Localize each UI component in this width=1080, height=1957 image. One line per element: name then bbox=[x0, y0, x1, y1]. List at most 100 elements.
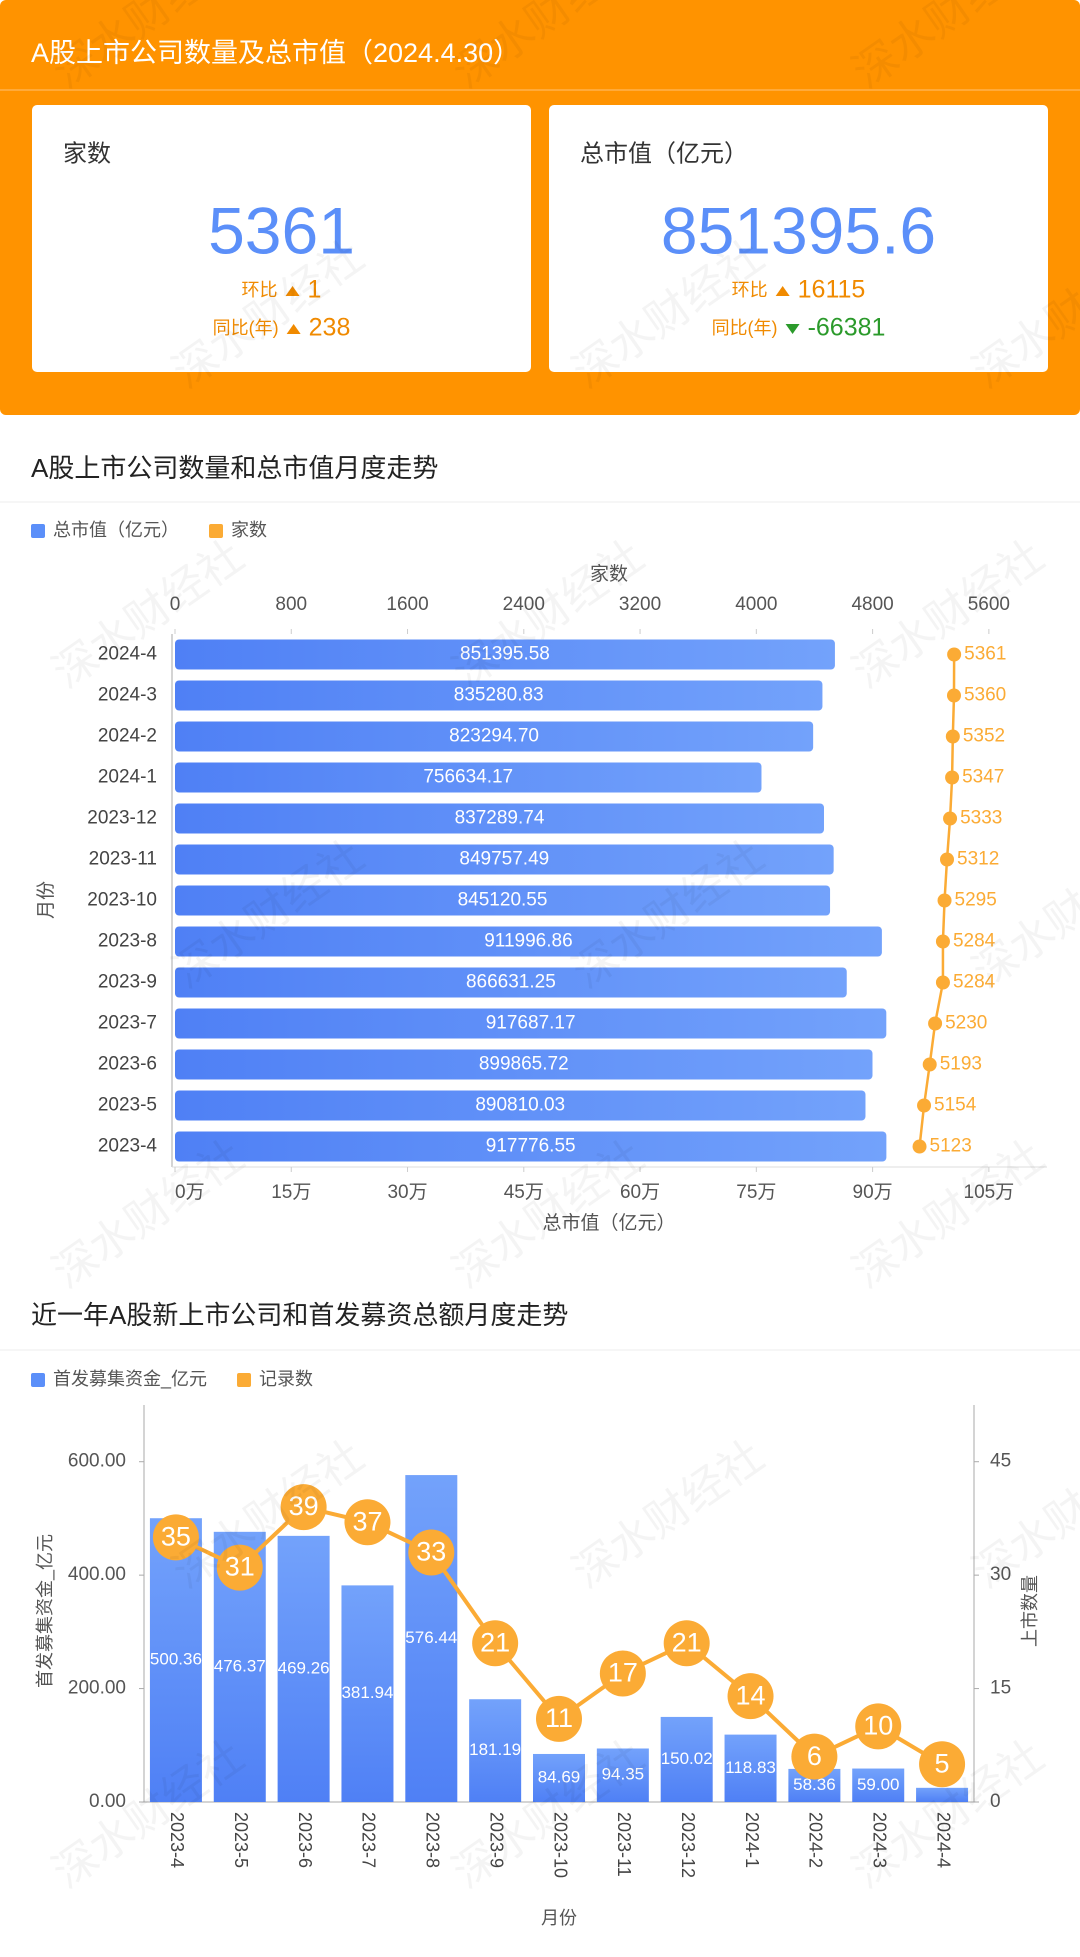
legend-label: 家数 bbox=[231, 520, 267, 540]
card-value: 5361 bbox=[208, 193, 355, 267]
point bbox=[917, 1098, 932, 1113]
trend-arrow bbox=[775, 286, 790, 296]
legend-label: 记录数 bbox=[259, 1369, 313, 1389]
bar bbox=[175, 639, 835, 670]
data-label: 59.00 bbox=[857, 1775, 900, 1794]
point bbox=[280, 1484, 327, 1531]
y-tick-label: 2023-9 bbox=[98, 972, 157, 993]
data-label: 5360 bbox=[964, 685, 1006, 706]
bar bbox=[175, 1131, 887, 1162]
data-label: 35 bbox=[161, 1521, 191, 1551]
data-label: 33 bbox=[416, 1537, 446, 1567]
bar bbox=[175, 762, 762, 793]
point bbox=[791, 1733, 838, 1780]
watermark: 深水财经社 bbox=[564, 1431, 772, 1597]
data-label: 5123 bbox=[930, 1136, 972, 1157]
data-label: 5312 bbox=[957, 849, 999, 870]
data-label: 5 bbox=[935, 1748, 950, 1778]
data-label: 39 bbox=[289, 1491, 319, 1521]
y-tick-label: 2024-1 bbox=[98, 767, 157, 788]
point bbox=[935, 975, 950, 990]
data-label: 10 bbox=[863, 1711, 893, 1741]
header-title: A股上市公司数量及总市值（2024.4.30） bbox=[31, 38, 520, 68]
point bbox=[472, 1620, 519, 1667]
x2-tick-label: 0 bbox=[170, 594, 181, 615]
x-axis-title: 月份 bbox=[541, 1908, 577, 1928]
data-label: 5333 bbox=[960, 808, 1002, 829]
change-value: 238 bbox=[309, 314, 351, 342]
data-label: 11 bbox=[545, 1703, 573, 1733]
x-tick-label: 2024-4 bbox=[933, 1812, 953, 1868]
data-label: 6 bbox=[807, 1741, 822, 1771]
x-tick-label: 2023-8 bbox=[423, 1812, 443, 1868]
x-tick-label: 2023-10 bbox=[550, 1812, 570, 1878]
bar bbox=[852, 1768, 905, 1802]
data-label: 851395.58 bbox=[460, 644, 550, 665]
bar bbox=[149, 1518, 202, 1802]
card-value: 851395.6 bbox=[661, 193, 936, 267]
x-tick-label: 2023-5 bbox=[231, 1812, 251, 1868]
trend-arrow bbox=[785, 324, 800, 334]
watermark: 深水财经社 bbox=[964, 1431, 1080, 1597]
y-tick-label: 2024-4 bbox=[98, 644, 158, 665]
y-tick-label: 2023-7 bbox=[98, 1013, 157, 1034]
x2-tick-label: 800 bbox=[275, 594, 307, 615]
y-tick-label: 400.00 bbox=[68, 1564, 126, 1585]
x-tick-label: 45万 bbox=[504, 1182, 544, 1203]
x-axis-title: 总市值（亿元） bbox=[542, 1212, 675, 1234]
x2-tick-label: 2400 bbox=[503, 594, 545, 615]
data-label: 576.44 bbox=[405, 1628, 457, 1647]
point bbox=[937, 893, 952, 908]
card-label: 总市值（亿元） bbox=[580, 140, 748, 167]
data-label: 899865.72 bbox=[479, 1054, 569, 1075]
bar bbox=[175, 885, 831, 916]
x-tick-label: 2023-9 bbox=[486, 1812, 506, 1868]
y-axis-title: 首发募集资金_亿元 bbox=[35, 1534, 56, 1688]
point bbox=[912, 1139, 927, 1154]
data-label: 866631.25 bbox=[466, 972, 556, 993]
watermark: 深水财经社 bbox=[44, 531, 252, 697]
data-label: 911996.86 bbox=[484, 931, 572, 952]
change-label: 环比 bbox=[732, 280, 768, 300]
bar bbox=[724, 1734, 777, 1802]
legend-swatch bbox=[209, 524, 223, 538]
legend-swatch bbox=[237, 1373, 252, 1387]
bar bbox=[175, 721, 814, 752]
x-tick-label: 15万 bbox=[271, 1182, 311, 1203]
data-label: 917776.55 bbox=[486, 1136, 576, 1157]
x-tick-label: 2024-3 bbox=[869, 1812, 889, 1868]
data-label: 837289.74 bbox=[455, 808, 545, 829]
x2-axis-title: 家数 bbox=[590, 563, 628, 585]
bar bbox=[175, 967, 847, 998]
data-label: 5352 bbox=[963, 726, 1005, 747]
change-value: 1 bbox=[308, 276, 322, 304]
data-label: 181.19 bbox=[469, 1740, 521, 1759]
card-label: 家数 bbox=[63, 140, 111, 167]
card bbox=[549, 105, 1048, 372]
chart-title: A股上市公司数量和总市值月度走势 bbox=[31, 453, 438, 483]
x-tick-label: 2023-4 bbox=[167, 1812, 187, 1868]
point bbox=[599, 1650, 646, 1697]
trend-arrow bbox=[285, 286, 300, 296]
change-label: 同比(年) bbox=[213, 318, 279, 338]
bar bbox=[175, 803, 824, 834]
point bbox=[946, 688, 961, 703]
x-tick-label: 2024-2 bbox=[806, 1812, 826, 1868]
bar bbox=[469, 1699, 522, 1802]
y2-tick-label: 0 bbox=[990, 1791, 1001, 1812]
bar bbox=[175, 844, 834, 875]
data-label: 5284 bbox=[953, 972, 996, 993]
point bbox=[344, 1499, 391, 1546]
legend-label: 首发募集资金_亿元 bbox=[53, 1369, 207, 1390]
data-label: 84.69 bbox=[538, 1767, 581, 1786]
point bbox=[940, 852, 955, 867]
legend-swatch bbox=[31, 524, 45, 538]
data-label: 150.02 bbox=[661, 1749, 713, 1768]
x-tick-label: 90万 bbox=[853, 1182, 893, 1203]
y-tick-label: 200.00 bbox=[68, 1678, 126, 1699]
bar bbox=[175, 680, 823, 711]
data-label: 14 bbox=[736, 1680, 766, 1710]
bar bbox=[660, 1716, 713, 1802]
y-tick-label: 2023-12 bbox=[87, 808, 157, 829]
bar bbox=[341, 1585, 394, 1802]
